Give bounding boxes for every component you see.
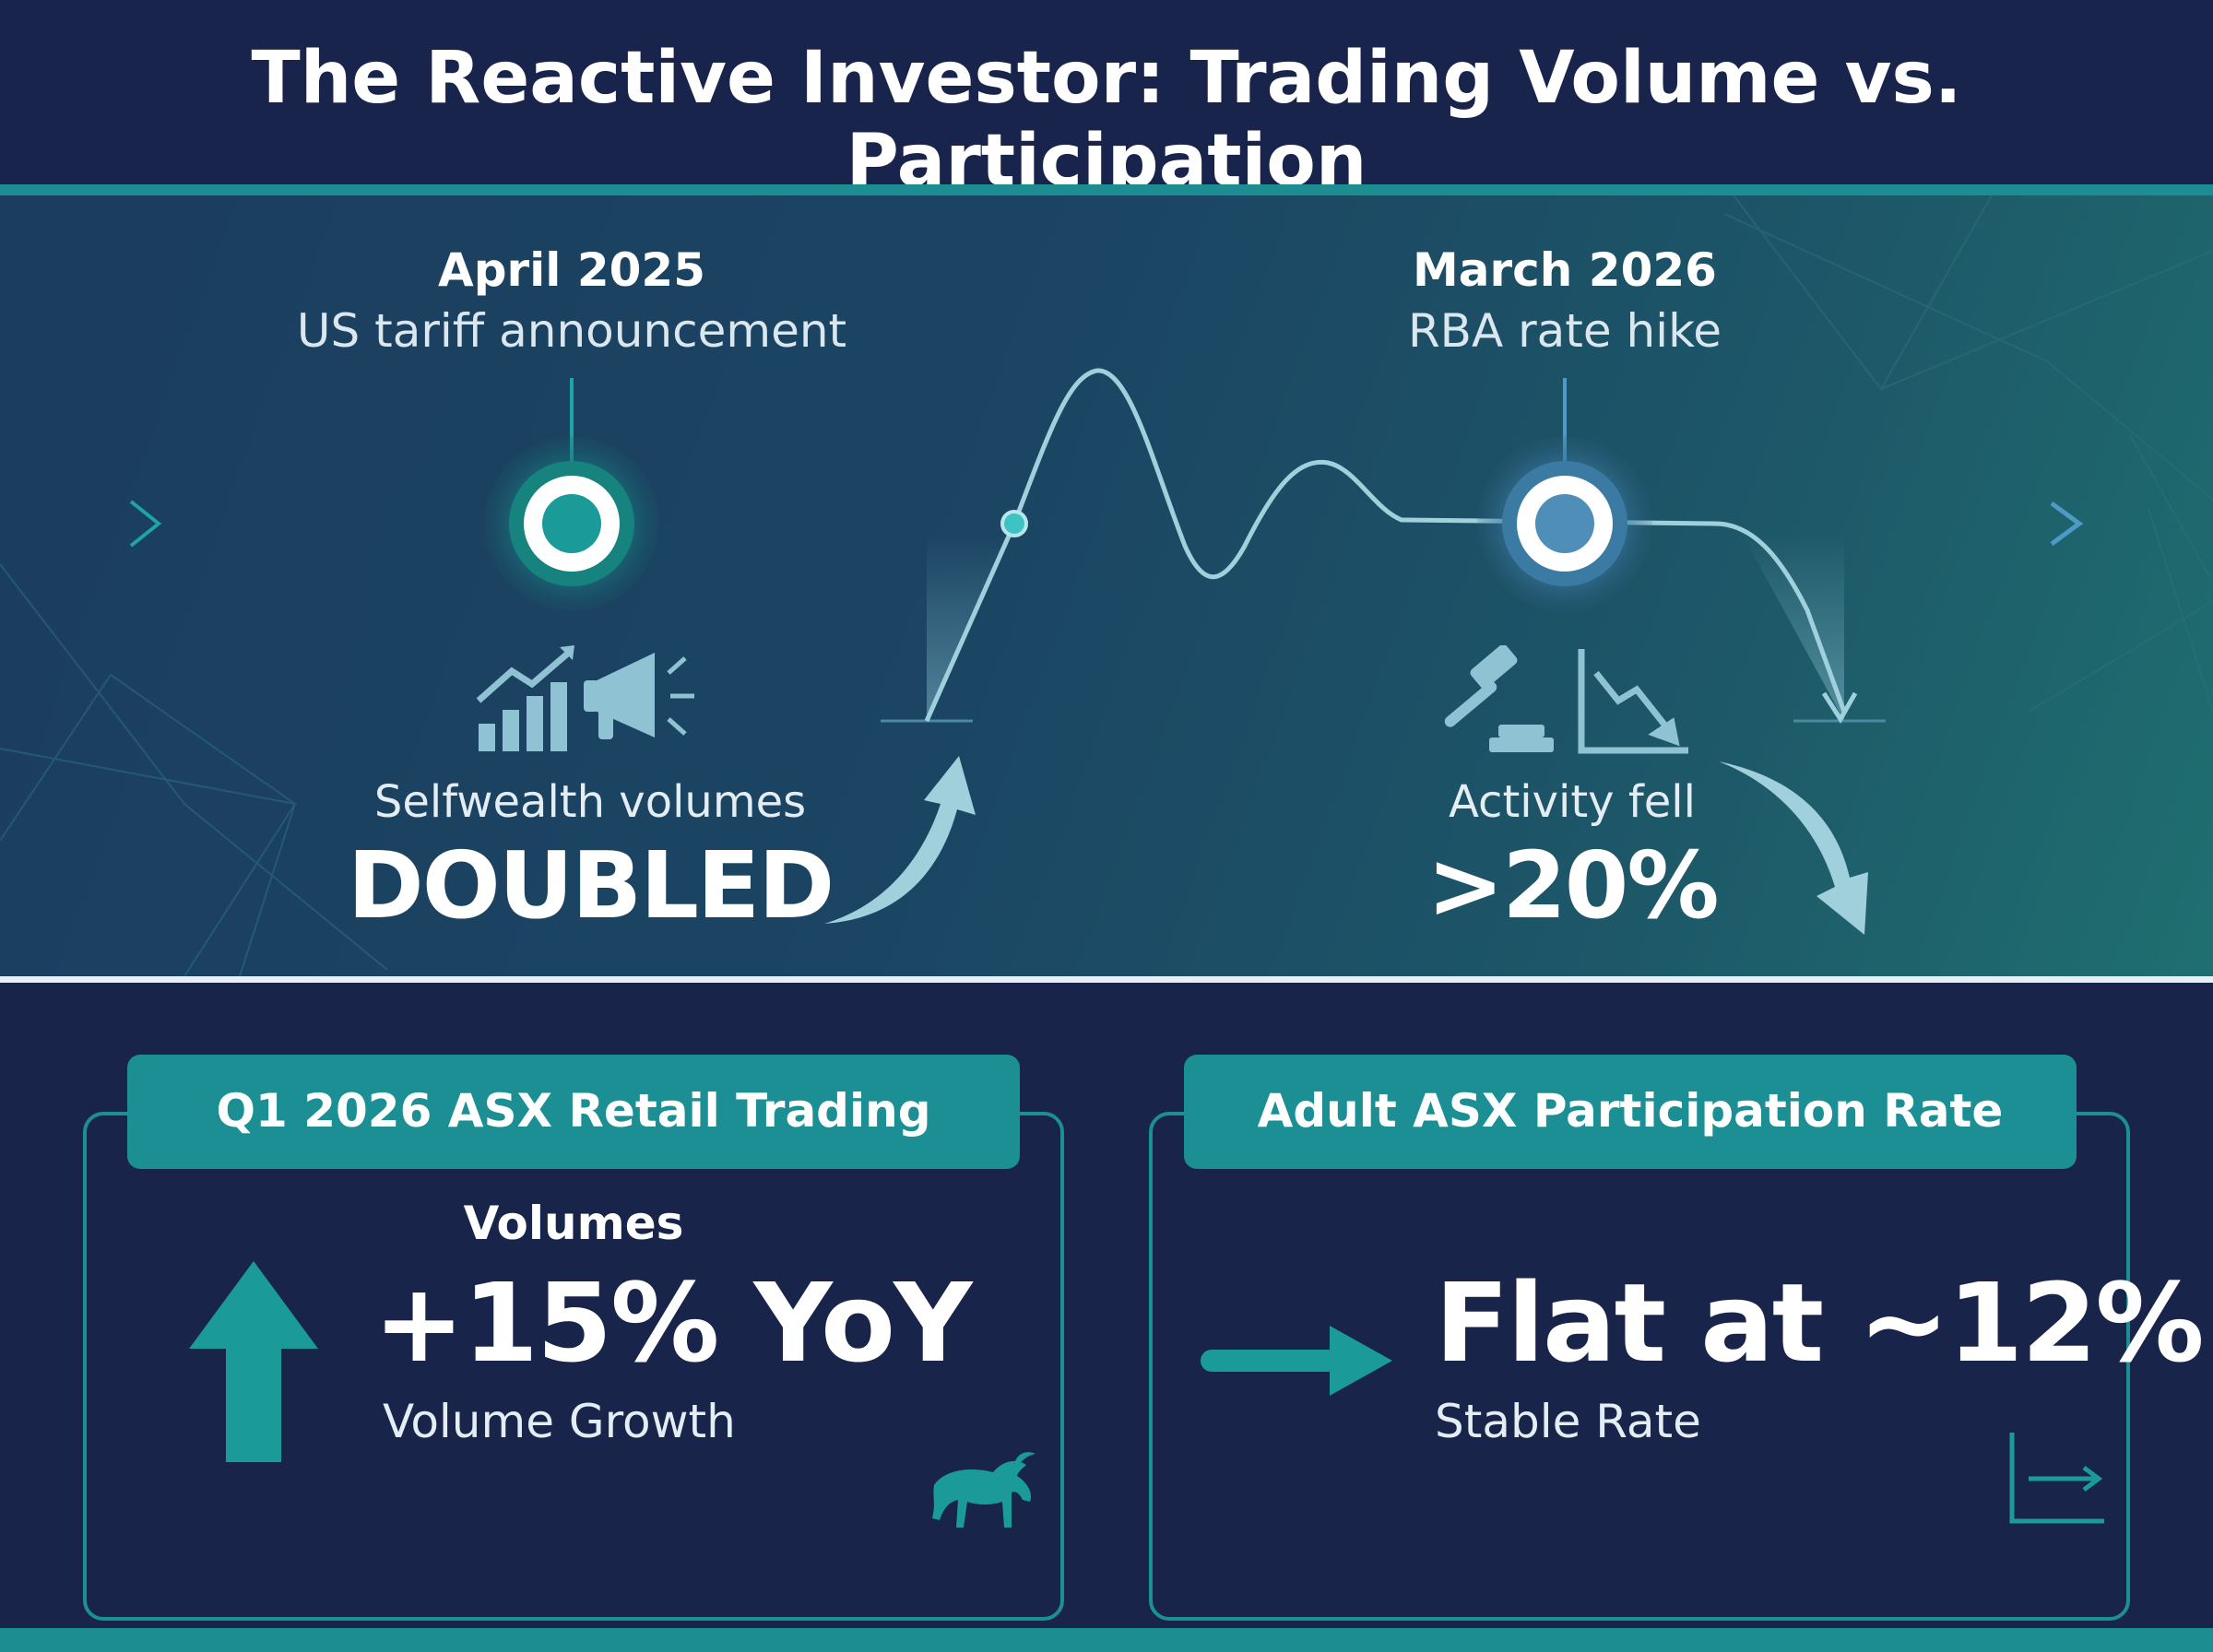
chart-down-icon	[1578, 649, 1688, 754]
metric-value-right: >20%	[1426, 832, 1719, 939]
card-value-trading-volumes: +15% YoY	[373, 1259, 973, 1386]
event-description-right: RBA rate hike	[1407, 304, 1722, 358]
card-heading-participation-rate: Adult ASX Participation Rate	[1184, 1055, 2077, 1169]
header-bar	[0, 0, 2213, 184]
arrow-up-icon	[189, 1261, 318, 1462]
event-date-left: April 2025	[438, 243, 705, 297]
timeline-start-marker	[129, 500, 162, 548]
metric-label-right: Activity fell	[1449, 776, 1696, 828]
card-subtitle-participation-rate: Stable Rate	[1435, 1395, 1701, 1448]
crossing-point	[1000, 510, 1028, 537]
bar-chart-up-icon	[476, 645, 574, 751]
fall-shading	[1743, 535, 1844, 721]
event-description-left: US tariff announcement	[296, 304, 847, 358]
left-event-icons	[476, 645, 694, 751]
gavel-icon	[1444, 645, 1554, 752]
card-subtitle-trading-volumes: Volume Growth	[383, 1395, 736, 1448]
event-date-right: March 2026	[1413, 243, 1717, 297]
flat-chart-icon	[2009, 1433, 2104, 1524]
page-title: The Reactive Investor: Trading Volume vs…	[251, 37, 1962, 203]
timeline-graphic	[129, 368, 2084, 724]
timeline-panel: April 2025 US tariff announcement Selfwe…	[0, 195, 2213, 976]
metric-value-left: DOUBLED	[347, 832, 834, 939]
megaphone-icon	[584, 653, 694, 739]
footer-bar	[0, 1628, 2213, 1652]
bull-icon	[932, 1452, 1035, 1528]
stats-panel: Q1 2026 ASX Retail Trading Volumes +15% …	[0, 983, 2213, 1628]
curved-arrow-up-icon	[824, 756, 976, 924]
activity-wave-line	[924, 368, 1847, 723]
right-event-icons	[1444, 645, 1688, 754]
metric-label-left: Selfwealth volumes	[373, 776, 807, 828]
header-divider	[0, 184, 2213, 195]
curved-arrow-down-icon	[1719, 761, 1868, 935]
background-network-lines	[0, 195, 2213, 976]
card-value-participation-rate: Flat at ~12%	[1435, 1259, 2205, 1386]
card-heading-trading-volumes: Q1 2026 ASX Retail Trading Volumes	[127, 1055, 1020, 1250]
section-divider	[0, 976, 2213, 983]
arrow-right-icon	[1201, 1326, 1392, 1396]
timeline-end-arrow-icon	[2050, 501, 2084, 547]
